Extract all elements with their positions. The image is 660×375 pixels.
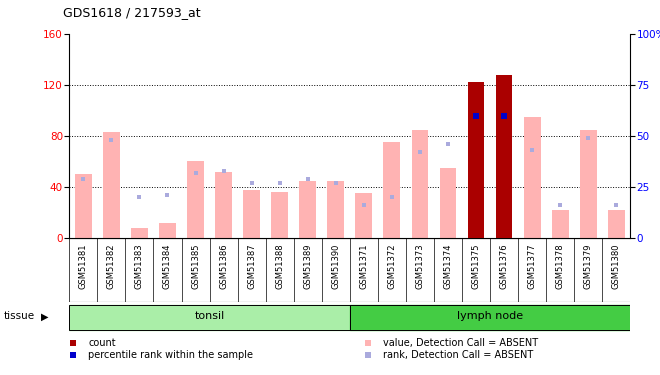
Text: GSM51383: GSM51383 — [135, 243, 144, 289]
Bar — [327, 181, 345, 238]
Bar — [524, 117, 541, 238]
Bar — [75, 174, 92, 238]
Bar — [69, 305, 350, 330]
Text: count: count — [88, 338, 116, 348]
Bar — [580, 129, 597, 238]
Text: GSM51374: GSM51374 — [444, 243, 453, 289]
Bar — [103, 132, 120, 238]
Bar — [355, 194, 372, 238]
Bar — [215, 172, 232, 238]
Text: GSM51390: GSM51390 — [331, 243, 341, 289]
Text: GSM51382: GSM51382 — [107, 243, 116, 289]
Bar — [271, 192, 288, 238]
Text: GSM51373: GSM51373 — [415, 243, 424, 289]
Text: GSM51387: GSM51387 — [247, 243, 256, 289]
Text: ▶: ▶ — [41, 311, 49, 321]
Text: GDS1618 / 217593_at: GDS1618 / 217593_at — [63, 6, 201, 19]
Text: GSM51376: GSM51376 — [500, 243, 509, 289]
Text: GSM51372: GSM51372 — [387, 243, 397, 289]
Bar — [467, 82, 484, 238]
Bar — [131, 228, 148, 238]
Text: GSM51377: GSM51377 — [527, 243, 537, 289]
Bar — [300, 181, 316, 238]
Text: tissue: tissue — [3, 311, 34, 321]
Text: GSM51386: GSM51386 — [219, 243, 228, 289]
Bar — [187, 162, 204, 238]
Text: GSM51379: GSM51379 — [583, 243, 593, 289]
Text: GSM51385: GSM51385 — [191, 243, 200, 289]
Text: GSM51388: GSM51388 — [275, 243, 284, 289]
Text: GSM51378: GSM51378 — [556, 243, 565, 289]
Bar — [412, 129, 428, 238]
Text: percentile rank within the sample: percentile rank within the sample — [88, 350, 253, 360]
Bar — [496, 75, 512, 238]
Bar — [440, 168, 457, 238]
Bar — [244, 190, 260, 238]
Bar — [467, 82, 484, 238]
Bar — [383, 142, 400, 238]
Bar — [69, 305, 350, 330]
Bar — [608, 210, 625, 238]
Text: GSM51381: GSM51381 — [79, 243, 88, 289]
Text: rank, Detection Call = ABSENT: rank, Detection Call = ABSENT — [383, 350, 534, 360]
Bar — [159, 223, 176, 238]
Text: GSM51389: GSM51389 — [303, 243, 312, 289]
Text: GSM51380: GSM51380 — [612, 243, 621, 289]
Bar — [552, 210, 569, 238]
Text: GSM51384: GSM51384 — [163, 243, 172, 289]
Text: tonsil: tonsil — [195, 311, 224, 321]
Text: GSM51371: GSM51371 — [359, 243, 368, 289]
Bar — [496, 75, 512, 238]
Text: value, Detection Call = ABSENT: value, Detection Call = ABSENT — [383, 338, 539, 348]
Text: lymph node: lymph node — [457, 311, 523, 321]
Bar — [350, 305, 630, 330]
Text: GSM51375: GSM51375 — [471, 243, 480, 289]
Bar — [350, 305, 630, 330]
